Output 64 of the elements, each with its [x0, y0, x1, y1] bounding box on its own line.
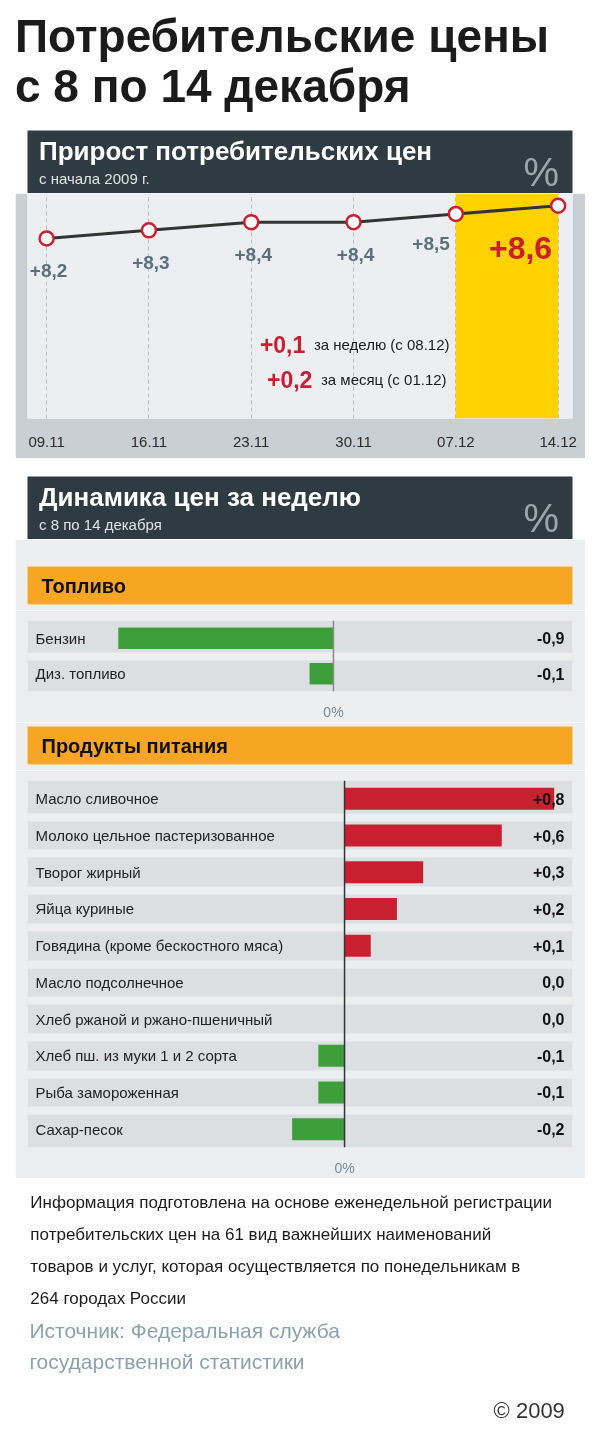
- data-label: +8,4: [234, 243, 273, 265]
- text: © 2009: [493, 1398, 565, 1423]
- text: Потребительские цены с 8 по 14 декабря: [15, 10, 551, 112]
- x-tick-label: 30.11: [335, 432, 372, 450]
- y-tick-label: Диз. топливо: [35, 665, 126, 683]
- chart-subtitle: с 8 по 14 декабря: [38, 516, 162, 533]
- y-tick-label: Хлеб ржаной и ржано-пшеничный: [35, 1010, 273, 1028]
- data-label: -0,1: [536, 665, 565, 683]
- y-tick-label: Рыба замороженная: [35, 1083, 179, 1101]
- bar: [344, 824, 502, 847]
- data-label: +8,5: [412, 233, 451, 255]
- y-axis-title: Топливо: [41, 574, 127, 597]
- data-label: +0,6: [532, 827, 565, 845]
- point: [140, 222, 158, 239]
- data-label: +8,4: [336, 243, 375, 265]
- point: [447, 205, 465, 223]
- data-label: 0,0: [542, 1011, 565, 1029]
- y-tick-label: Говядина (кроме бескостного мяса): [35, 937, 284, 955]
- point: [242, 213, 260, 231]
- data-label: +8,2: [29, 260, 68, 281]
- y-tick-label: Хлеб пш. из муки 1 и 2 сорта: [35, 1047, 238, 1065]
- x-axis-title: %: [523, 495, 560, 540]
- data-label: +8,6: [488, 229, 553, 266]
- point: [345, 213, 362, 231]
- bar: [318, 1044, 345, 1067]
- chart-title: Прирост потребительских цен: [38, 135, 433, 166]
- y-tick-label: Масло подсолнечное: [35, 973, 184, 991]
- data-label: -0,9: [536, 630, 565, 648]
- x-tick-label: 09.11: [28, 432, 65, 450]
- text: 0%: [323, 703, 344, 720]
- chart-title: Динамика цен за неделю: [38, 481, 362, 512]
- point: [38, 230, 55, 247]
- y-tick-label: Сахар-песок: [35, 1120, 124, 1138]
- data-label: +0,1: [532, 937, 565, 955]
- x-tick-label: 23.11: [233, 432, 270, 450]
- data-label: +0,3: [532, 864, 565, 882]
- data-label: -0,1: [536, 1047, 565, 1065]
- y-tick-label: Творог жирный: [35, 863, 141, 881]
- data-label: -0,1: [536, 1084, 565, 1102]
- x-tick-label: 16.11: [130, 432, 168, 450]
- data-label: 0,0: [542, 974, 565, 992]
- y-axis-title: %: [523, 149, 560, 194]
- text: 0%: [334, 1159, 355, 1176]
- bar: [344, 861, 424, 884]
- point: [549, 197, 567, 215]
- text: Информация подготовлена на основе еженедельной регистрации потребительских цен на 61 вид важнейших наименований товаров и услуг, которая осуществляется по понедельникам в 264 городах России: [30, 1192, 553, 1309]
- data-label: +8,3: [132, 251, 170, 273]
- y-tick-label: Яйца куриные: [35, 900, 135, 918]
- data-label: -0,2: [536, 1121, 565, 1139]
- annotation: +0,1 за неделю (с 08.12): [259, 332, 450, 358]
- x-tick-label: 14.12: [539, 432, 577, 450]
- bar: [292, 1118, 345, 1141]
- y-tick-label: Масло сливочное: [35, 790, 159, 808]
- y-tick-label: Молоко цельное пастеризованное: [35, 827, 275, 845]
- bar: [318, 1081, 345, 1104]
- chart-subtitle: с начала 2009 г.: [38, 170, 150, 187]
- y-tick-label: Бензин: [35, 629, 86, 647]
- x-tick-label: 07.12: [437, 432, 475, 450]
- bar: [344, 897, 397, 920]
- text: Источник: Федеральная служба государственной статистики: [29, 1318, 341, 1373]
- y-axis-title: Продукты питания: [41, 734, 228, 757]
- bar: [344, 934, 371, 957]
- annotation: +0,2 за месяц (с 01.12): [266, 367, 447, 393]
- data-label: +0,2: [532, 900, 565, 918]
